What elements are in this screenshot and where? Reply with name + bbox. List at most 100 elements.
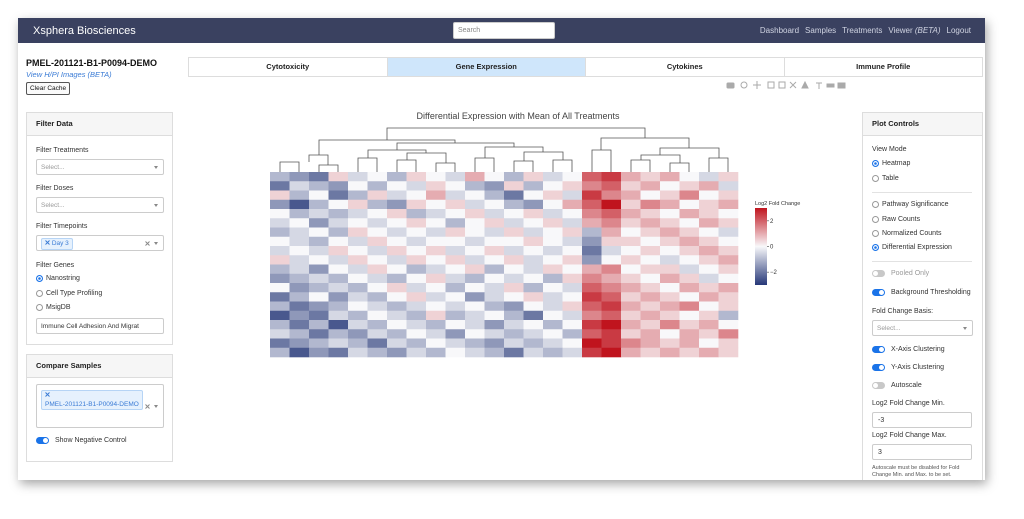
placeholder: Select...	[41, 202, 65, 209]
radio-option[interactable]: Nanostring	[36, 275, 80, 282]
clear-cache-button[interactable]: Clear Cache	[26, 82, 71, 95]
radio-option[interactable]: Raw Counts	[872, 216, 920, 223]
heatmap-cell	[270, 236, 290, 247]
toggle-option[interactable]: Autoscale	[872, 382, 922, 389]
fold-change-basis-select[interactable]: Select...	[872, 320, 973, 336]
heatmap-cell	[543, 236, 563, 247]
toggle-option[interactable]: X-Axis Clustering	[872, 346, 945, 353]
max-input[interactable]: 3	[872, 444, 972, 460]
heatmap-cell	[465, 320, 485, 330]
heatmap-cell	[445, 227, 466, 238]
tool-zoom-in[interactable]	[767, 81, 775, 89]
radio[interactable]	[36, 304, 43, 311]
tag-remove[interactable]	[45, 240, 50, 245]
toggle[interactable]	[872, 289, 885, 296]
tool-spike[interactable]	[816, 82, 822, 89]
heatmap-cell	[679, 236, 700, 247]
radio-option[interactable]: Normalized Counts	[872, 230, 942, 237]
heatmap-cell	[523, 255, 544, 265]
search-input[interactable]: Search	[453, 22, 555, 39]
heatmap-cell	[426, 199, 446, 210]
tab[interactable]: Immune Profile	[856, 62, 911, 71]
heatmap-cell	[348, 292, 368, 302]
radio-option[interactable]: Differential Expression	[872, 244, 952, 251]
nav-link[interactable]: Dashboard	[759, 26, 800, 35]
radio[interactable]	[872, 244, 879, 251]
toggle[interactable]	[36, 437, 49, 444]
heatmap-cell	[289, 190, 310, 201]
toggle[interactable]	[872, 346, 885, 353]
tag-remove[interactable]	[45, 392, 50, 397]
tab[interactable]: Cytokines	[586, 58, 785, 76]
radio-option[interactable]: MsigDB	[36, 304, 71, 311]
toggle-option[interactable]: Pooled Only	[872, 270, 929, 277]
heatmap-cell	[601, 273, 622, 284]
heatmap-cell	[328, 310, 349, 321]
treatments-select[interactable]: Select...	[36, 159, 164, 175]
nav-link[interactable]: Samples	[805, 26, 837, 35]
nav-link[interactable]: Logout	[946, 26, 971, 35]
heatmap-cell	[679, 320, 700, 330]
heatmap-cell	[699, 292, 719, 302]
heatmap-cell	[328, 283, 349, 293]
radio-option[interactable]: Table	[872, 175, 899, 182]
geneset-select[interactable]: Immune Cell Adhesion And Migrat	[36, 318, 164, 334]
tool-camera[interactable]	[726, 82, 735, 89]
heatmap-cell	[465, 218, 485, 228]
colorbar-title: Log2 Fold Change	[755, 201, 800, 207]
radio[interactable]	[36, 275, 43, 282]
radio-option[interactable]: Heatmap	[872, 160, 910, 167]
tool-reset[interactable]	[801, 80, 809, 89]
tab[interactable]: Gene Expression	[387, 58, 586, 76]
heatmap-cell	[543, 190, 563, 201]
heatmap-cell	[582, 292, 602, 302]
tool-hover[interactable]	[826, 83, 835, 88]
heatmap-cell	[445, 264, 466, 275]
min-input[interactable]: -3	[872, 412, 972, 428]
radio-option[interactable]: Cell Type Profiling	[36, 290, 102, 297]
tool-compare[interactable]	[837, 82, 846, 89]
tool-zoom[interactable]	[740, 81, 748, 89]
heatmap-cell	[504, 227, 524, 238]
clear-icon[interactable]	[145, 241, 150, 246]
colorbar	[755, 208, 767, 285]
timepoints-select[interactable]: Day 3	[36, 235, 164, 251]
images-link[interactable]: View H/PI Images (BETA)	[26, 70, 112, 79]
heatmap-cell	[582, 338, 602, 349]
tool-autoscale[interactable]	[789, 81, 797, 89]
heatmap-cell	[679, 199, 700, 210]
tool-pan[interactable]	[753, 81, 761, 89]
heatmap-cell	[679, 273, 700, 284]
toggle-option[interactable]: Background Thresholding	[872, 289, 971, 296]
tab[interactable]: Cytotoxicity	[189, 58, 388, 76]
heatmap-cell	[640, 218, 661, 228]
heatmap-cell	[445, 273, 466, 284]
toggle[interactable]	[872, 270, 885, 277]
heatmap-cell	[640, 347, 661, 358]
nav-link[interactable]: Viewer (BETA)	[888, 26, 940, 35]
radio[interactable]	[872, 201, 879, 208]
heatmap-cell	[328, 255, 349, 265]
radio[interactable]	[872, 160, 879, 167]
heatmap-cell	[445, 320, 466, 330]
nav-link[interactable]: Treatments	[842, 26, 883, 35]
heatmap-cell	[367, 236, 388, 247]
radio[interactable]	[872, 175, 879, 182]
brand[interactable]: Xsphera Biosciences	[33, 25, 136, 37]
samples-select[interactable]: PMEL-201121-B1-P0094-DEMO	[36, 384, 164, 428]
toggle[interactable]	[872, 364, 885, 371]
radio[interactable]	[872, 216, 879, 223]
radio[interactable]	[872, 230, 879, 237]
clear-icon[interactable]	[145, 404, 150, 409]
tool-zoom-out[interactable]	[778, 81, 786, 89]
toggle-option[interactable]: Show Negative Control	[36, 437, 127, 444]
toggle-option[interactable]: Y-Axis Clustering	[872, 364, 944, 371]
doses-select[interactable]: Select...	[36, 197, 164, 213]
radio-option[interactable]: Pathway Significance	[872, 201, 949, 208]
heatmap-cell	[289, 199, 310, 210]
toggle[interactable]	[872, 382, 885, 389]
radio[interactable]	[36, 290, 43, 297]
heatmap-cell	[523, 273, 544, 284]
heatmap-cell	[348, 199, 368, 210]
